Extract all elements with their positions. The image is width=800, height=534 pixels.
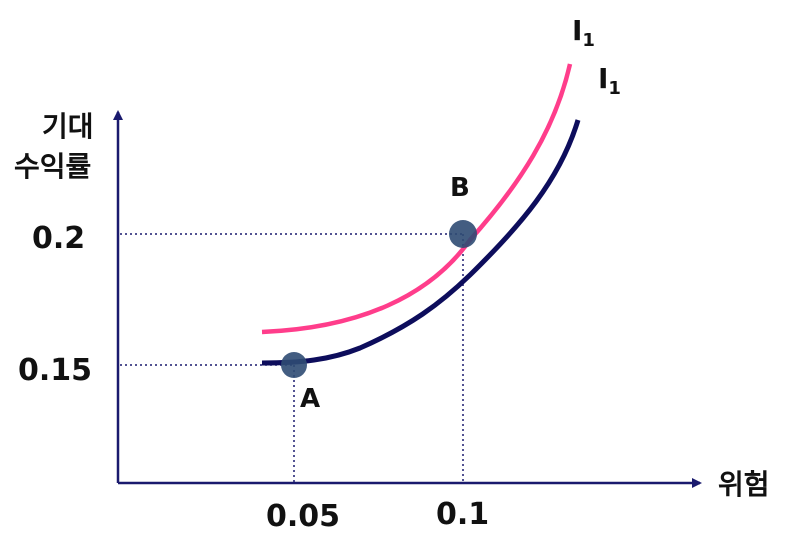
- curve-label-upper-main: I: [572, 14, 582, 47]
- y-axis-title-line2: 수익률: [14, 150, 91, 183]
- curve-label-upper-sub: 1: [582, 30, 595, 51]
- x-tick-0.1: 0.1: [436, 497, 489, 532]
- point-a: [281, 352, 307, 378]
- y-axis-title-line1: 기대: [42, 110, 94, 143]
- y-tick-0.15: 0.15: [18, 353, 92, 388]
- curve-label-lower-sub: 1: [608, 78, 621, 99]
- x-axis-title: 위험: [718, 468, 770, 501]
- indifference-curve-upper: [261, 63, 573, 335]
- indifference-curve-lower: [261, 119, 581, 366]
- x-tick-0.05: 0.05: [266, 499, 340, 534]
- y-tick-0.2: 0.2: [32, 221, 85, 256]
- curve-label-lower-main: I: [598, 62, 608, 95]
- point-a-label: A: [300, 384, 320, 414]
- point-b: [449, 220, 477, 248]
- point-b-label: B: [450, 173, 470, 203]
- curve-label-lower: I1: [598, 62, 621, 99]
- curve-label-upper: I1: [572, 14, 595, 51]
